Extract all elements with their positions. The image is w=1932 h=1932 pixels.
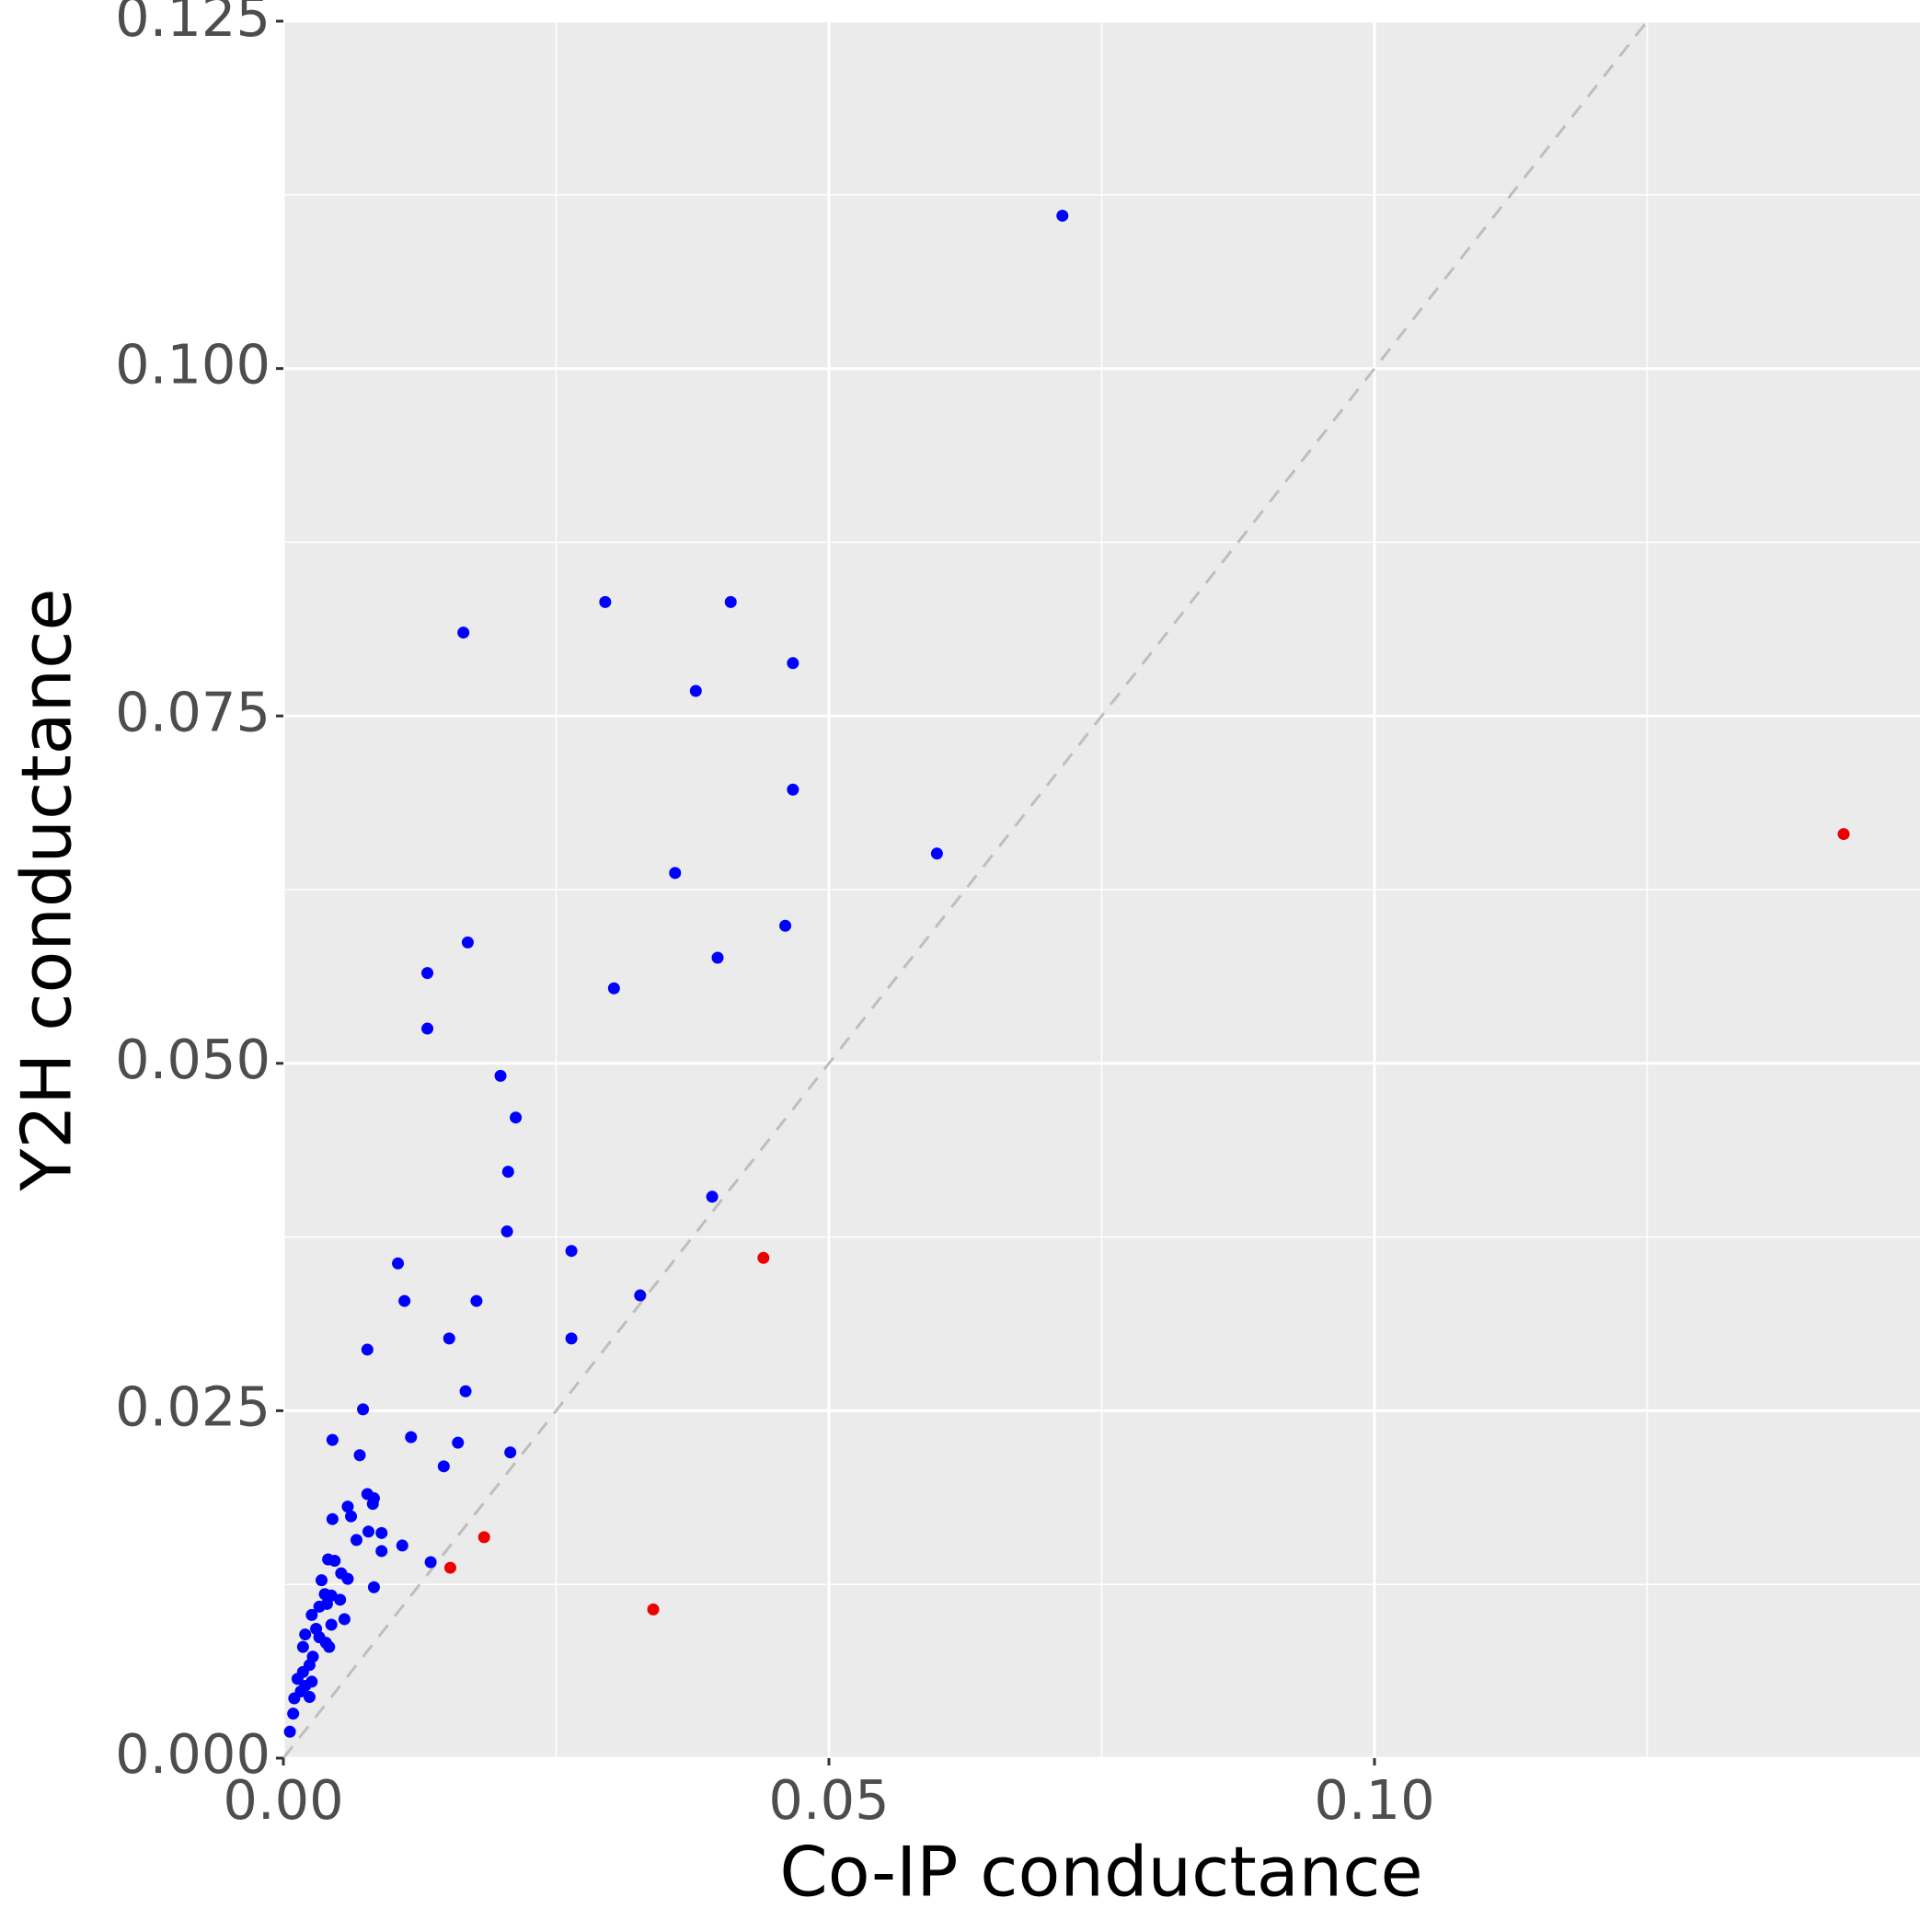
point bbox=[565, 1245, 578, 1258]
point bbox=[470, 1294, 483, 1307]
y-tick-label: 0.025 bbox=[115, 1375, 270, 1439]
point bbox=[334, 1593, 347, 1606]
point bbox=[398, 1294, 411, 1307]
point bbox=[930, 847, 943, 860]
point bbox=[283, 1725, 296, 1738]
point bbox=[366, 1498, 379, 1511]
point bbox=[325, 1618, 338, 1631]
point bbox=[305, 1608, 318, 1621]
point bbox=[350, 1534, 362, 1547]
point bbox=[724, 595, 737, 608]
x-tick-label: 0.10 bbox=[1314, 1768, 1434, 1832]
y-tick-label: 0.050 bbox=[115, 1028, 270, 1091]
x-axis-title: Co-IP conductance bbox=[779, 1832, 1422, 1913]
point bbox=[669, 867, 682, 880]
point bbox=[316, 1574, 328, 1587]
point bbox=[437, 1460, 450, 1473]
point bbox=[711, 951, 724, 964]
point bbox=[443, 1561, 456, 1574]
point bbox=[392, 1257, 405, 1270]
point bbox=[599, 595, 612, 608]
point bbox=[367, 1581, 380, 1593]
point bbox=[500, 1225, 513, 1238]
point bbox=[326, 1512, 339, 1525]
y-tick-label: 0.100 bbox=[115, 333, 270, 397]
y-tick-label: 0.125 bbox=[115, 0, 270, 49]
point bbox=[313, 1600, 326, 1613]
point bbox=[326, 1433, 339, 1446]
point bbox=[689, 684, 702, 697]
point bbox=[565, 1332, 578, 1345]
point bbox=[647, 1603, 660, 1616]
point bbox=[779, 919, 792, 932]
point bbox=[501, 1166, 514, 1179]
point bbox=[494, 1069, 507, 1082]
point bbox=[452, 1436, 465, 1449]
point bbox=[477, 1531, 490, 1544]
point bbox=[375, 1526, 388, 1539]
point bbox=[323, 1640, 336, 1653]
point bbox=[634, 1289, 647, 1302]
point bbox=[787, 657, 799, 670]
point bbox=[459, 1385, 472, 1397]
point bbox=[421, 1022, 434, 1035]
point bbox=[787, 783, 799, 796]
point bbox=[504, 1446, 517, 1459]
point bbox=[291, 1673, 304, 1685]
point bbox=[424, 1556, 437, 1569]
point bbox=[341, 1501, 354, 1513]
y-tick-label: 0.075 bbox=[115, 680, 270, 743]
point bbox=[607, 982, 620, 995]
point bbox=[303, 1691, 316, 1704]
point bbox=[287, 1708, 300, 1720]
marks bbox=[282, 20, 1850, 1759]
point bbox=[345, 1510, 358, 1523]
point bbox=[1837, 828, 1850, 841]
point bbox=[396, 1539, 408, 1552]
point bbox=[461, 936, 474, 949]
point bbox=[299, 1628, 312, 1641]
point bbox=[338, 1613, 351, 1626]
point bbox=[353, 1449, 366, 1462]
point bbox=[757, 1251, 770, 1264]
point bbox=[421, 967, 434, 980]
point bbox=[361, 1343, 374, 1356]
point bbox=[288, 1692, 301, 1705]
point bbox=[706, 1190, 719, 1203]
reference-line bbox=[282, 20, 1649, 1759]
point bbox=[362, 1525, 375, 1538]
point bbox=[1056, 209, 1069, 222]
point bbox=[328, 1555, 341, 1568]
point bbox=[457, 627, 470, 639]
y-tick-label: 0.000 bbox=[115, 1722, 270, 1786]
point bbox=[357, 1403, 370, 1416]
x-tick-label: 0.00 bbox=[223, 1768, 343, 1832]
point bbox=[405, 1431, 418, 1443]
point bbox=[443, 1332, 455, 1345]
x-tick-label: 0.05 bbox=[768, 1768, 889, 1832]
y-axis-title: Y2H conductance bbox=[6, 588, 87, 1191]
point bbox=[375, 1545, 388, 1558]
point bbox=[296, 1640, 309, 1653]
point bbox=[510, 1111, 523, 1124]
point bbox=[341, 1572, 354, 1585]
